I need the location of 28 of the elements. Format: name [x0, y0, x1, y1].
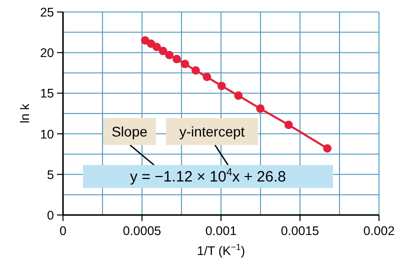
x-tick-label: 0.002 — [363, 224, 395, 238]
x-tick-label: 0 — [60, 224, 67, 238]
x-axis-title: 1/T (K$^{−1}$) — [197, 242, 245, 258]
point — [158, 46, 168, 56]
annotation: y = −1.12 × 10$^{4}$x + 26.8 — [130, 166, 286, 186]
point — [165, 50, 174, 60]
x-tick-label: 0.001 — [205, 224, 237, 238]
x-tick-label: 0.0015 — [280, 224, 320, 238]
y-tick-label: 15 — [40, 86, 54, 101]
y-tick-label: 5 — [47, 168, 54, 182]
point — [284, 120, 293, 130]
x-tick-label: 0.0005 — [122, 224, 162, 238]
point — [256, 104, 265, 113]
point — [172, 54, 181, 64]
point — [202, 72, 212, 82]
point — [180, 60, 190, 68]
point — [192, 66, 200, 75]
point — [234, 91, 243, 100]
y-tick-label: 10 — [40, 127, 54, 142]
annotation: y-intercept — [179, 124, 245, 140]
annotation: Slope — [112, 124, 148, 140]
y-axis-title: ln k — [18, 103, 32, 124]
point — [323, 144, 332, 153]
y-tick-label: 20 — [40, 46, 54, 60]
y-tick-label: 25 — [40, 6, 54, 20]
point — [152, 42, 161, 52]
y-tick-label: 0 — [47, 208, 54, 222]
point — [217, 82, 226, 90]
